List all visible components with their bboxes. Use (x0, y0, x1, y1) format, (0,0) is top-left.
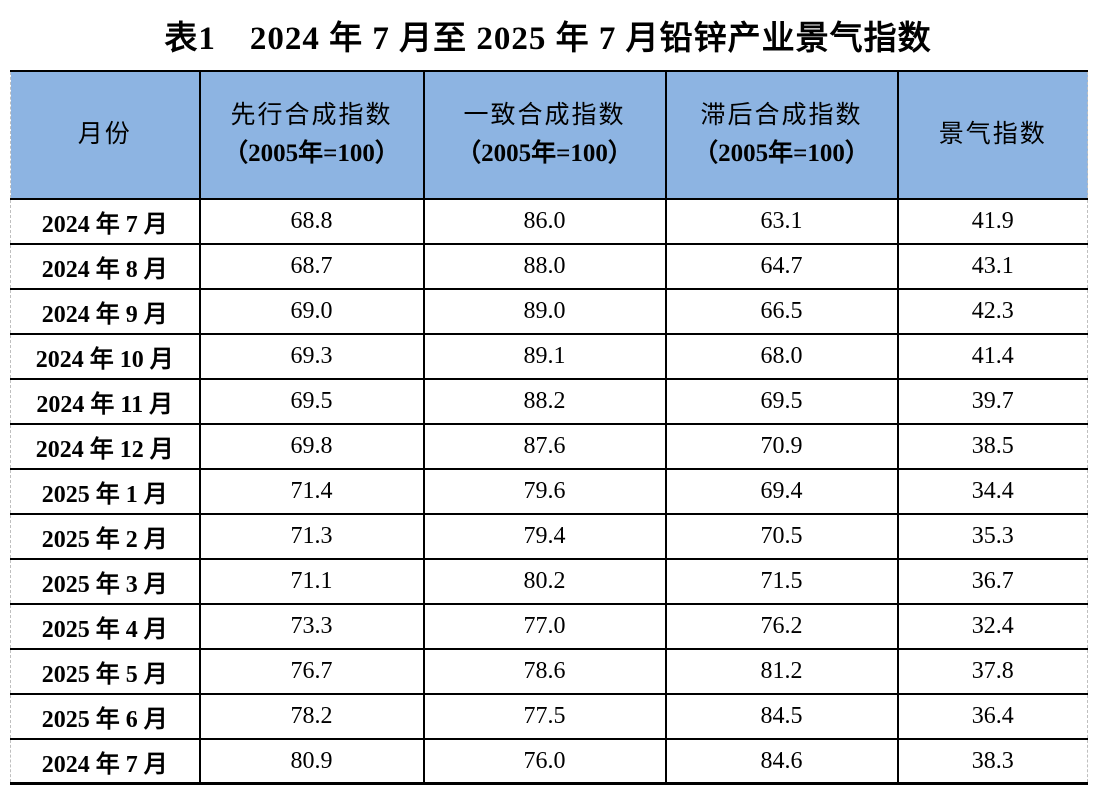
value-cell-coincident: 77.0 (422, 604, 666, 650)
value-cell-leading: 80.9 (198, 739, 424, 785)
month-cell: 2024 年 7 月 (10, 199, 200, 245)
table-row: 2024 年 9 月 69.0 89.0 66.5 42.3 (10, 289, 1088, 335)
month-cell: 2025 年 5 月 (10, 649, 200, 695)
column-header-coincident-line1: 一致合成指数 (463, 102, 626, 129)
value-cell-coincident: 76.0 (422, 739, 666, 785)
value-cell-leading: 69.8 (198, 424, 424, 470)
value-cell-coincident: 88.2 (422, 379, 666, 425)
value-cell-prosperity: 34.4 (896, 469, 1088, 515)
header-row: 月份 先行合成指数 （2005年=100） 一致合成指数 （2005年=100） 滞后合成… (10, 70, 1088, 200)
value-cell-leading: 71.4 (198, 469, 424, 515)
month-cell: 2025 年 4 月 (10, 604, 200, 650)
month-cell: 2025 年 2 月 (10, 514, 200, 560)
table-row: 2024 年 11 月 69.5 88.2 69.5 39.7 (10, 379, 1088, 425)
value-cell-prosperity: 38.5 (896, 424, 1088, 470)
value-cell-coincident: 79.6 (422, 469, 666, 515)
month-cell: 2024 年 7 月 (10, 739, 200, 785)
month-cell: 2025 年 3 月 (10, 559, 200, 605)
value-cell-leading: 76.7 (198, 649, 424, 695)
value-cell-lagging: 69.5 (664, 379, 898, 425)
month-cell: 2025 年 6 月 (10, 694, 200, 740)
value-cell-prosperity: 41.4 (896, 334, 1088, 380)
table-row: 2025 年 3 月 71.1 80.2 71.5 36.7 (10, 559, 1088, 605)
column-header-lagging-line2: （2005年=100） (693, 140, 870, 167)
value-cell-lagging: 84.6 (664, 739, 898, 785)
value-cell-prosperity: 32.4 (896, 604, 1088, 650)
table-row: 2024 年 8 月 68.7 88.0 64.7 43.1 (10, 244, 1088, 290)
column-header-lagging-line1: 滞后合成指数 (700, 102, 863, 129)
value-cell-coincident: 80.2 (422, 559, 666, 605)
value-cell-lagging: 76.2 (664, 604, 898, 650)
table-row: 2025 年 6 月 78.2 77.5 84.5 36.4 (10, 694, 1088, 740)
value-cell-coincident: 89.0 (422, 289, 666, 335)
value-cell-prosperity: 35.3 (896, 514, 1088, 560)
value-cell-coincident: 89.1 (422, 334, 666, 380)
value-cell-leading: 71.3 (198, 514, 424, 560)
value-cell-coincident: 87.6 (422, 424, 666, 470)
value-cell-leading: 73.3 (198, 604, 424, 650)
table-row: 2024 年 7 月 80.9 76.0 84.6 38.3 (10, 739, 1088, 785)
value-cell-lagging: 69.4 (664, 469, 898, 515)
value-cell-coincident: 86.0 (422, 199, 666, 245)
value-cell-lagging: 71.5 (664, 559, 898, 605)
value-cell-prosperity: 38.3 (896, 739, 1088, 785)
month-cell: 2024 年 10 月 (10, 334, 200, 380)
value-cell-coincident: 78.6 (422, 649, 666, 695)
column-header-coincident: 一致合成指数 （2005年=100） (422, 70, 666, 200)
value-cell-leading: 69.3 (198, 334, 424, 380)
month-cell: 2025 年 1 月 (10, 469, 200, 515)
value-cell-coincident: 88.0 (422, 244, 666, 290)
value-cell-lagging: 64.7 (664, 244, 898, 290)
column-header-month-line1: 月份 (77, 121, 132, 148)
column-header-coincident-line2: （2005年=100） (456, 140, 633, 167)
value-cell-leading: 69.0 (198, 289, 424, 335)
column-header-month: 月份 (10, 70, 200, 200)
value-cell-leading: 68.8 (198, 199, 424, 245)
column-header-leading-line1: 先行合成指数 (230, 102, 393, 129)
value-cell-lagging: 68.0 (664, 334, 898, 380)
value-cell-lagging: 70.5 (664, 514, 898, 560)
month-cell: 2024 年 11 月 (10, 379, 200, 425)
table-body: 2024 年 7 月 68.8 86.0 63.1 41.9 2024 年 8 月 68.7… (10, 199, 1088, 785)
month-cell: 2024 年 12 月 (10, 424, 200, 470)
value-cell-prosperity: 39.7 (896, 379, 1088, 425)
value-cell-lagging: 70.9 (664, 424, 898, 470)
column-header-lagging: 滞后合成指数 （2005年=100） (664, 70, 898, 200)
table-row: 2025 年 4 月 73.3 77.0 76.2 32.4 (10, 604, 1088, 650)
value-cell-lagging: 81.2 (664, 649, 898, 695)
table-header: 月份 先行合成指数 （2005年=100） 一致合成指数 （2005年=100） 滞后合成… (10, 70, 1088, 200)
value-cell-prosperity: 41.9 (896, 199, 1088, 245)
month-cell: 2024 年 8 月 (10, 244, 200, 290)
value-cell-leading: 68.7 (198, 244, 424, 290)
value-cell-coincident: 79.4 (422, 514, 666, 560)
value-cell-prosperity: 36.7 (896, 559, 1088, 605)
value-cell-prosperity: 42.3 (896, 289, 1088, 335)
table-row: 2024 年 7 月 68.8 86.0 63.1 41.9 (10, 199, 1088, 245)
table-row: 2025 年 5 月 76.7 78.6 81.2 37.8 (10, 649, 1088, 695)
value-cell-leading: 71.1 (198, 559, 424, 605)
value-cell-lagging: 63.1 (664, 199, 898, 245)
table-row: 2024 年 12 月 69.8 87.6 70.9 38.5 (10, 424, 1088, 470)
value-cell-prosperity: 36.4 (896, 694, 1088, 740)
column-header-leading: 先行合成指数 （2005年=100） (198, 70, 424, 200)
table-row: 2025 年 2 月 71.3 79.4 70.5 35.3 (10, 514, 1088, 560)
value-cell-leading: 69.5 (198, 379, 424, 425)
value-cell-prosperity: 43.1 (896, 244, 1088, 290)
value-cell-lagging: 84.5 (664, 694, 898, 740)
table-title: 表1 2024 年 7 月至 2025 年 7 月铅锌产业景气指数 (164, 21, 932, 57)
table-row: 2025 年 1 月 71.4 79.6 69.4 34.4 (10, 469, 1088, 515)
value-cell-prosperity: 37.8 (896, 649, 1088, 695)
value-cell-leading: 78.2 (198, 694, 424, 740)
prosperity-index-table: 月份 先行合成指数 （2005年=100） 一致合成指数 （2005年=100） 滞后合成… (10, 70, 1088, 785)
column-header-prosperity: 景气指数 (896, 70, 1088, 200)
month-cell: 2024 年 9 月 (10, 289, 200, 335)
column-header-prosperity-line1: 景气指数 (938, 121, 1047, 148)
table-row: 2024 年 10 月 69.3 89.1 68.0 41.4 (10, 334, 1088, 380)
value-cell-lagging: 66.5 (664, 289, 898, 335)
value-cell-coincident: 77.5 (422, 694, 666, 740)
column-header-leading-line2: （2005年=100） (223, 140, 400, 167)
